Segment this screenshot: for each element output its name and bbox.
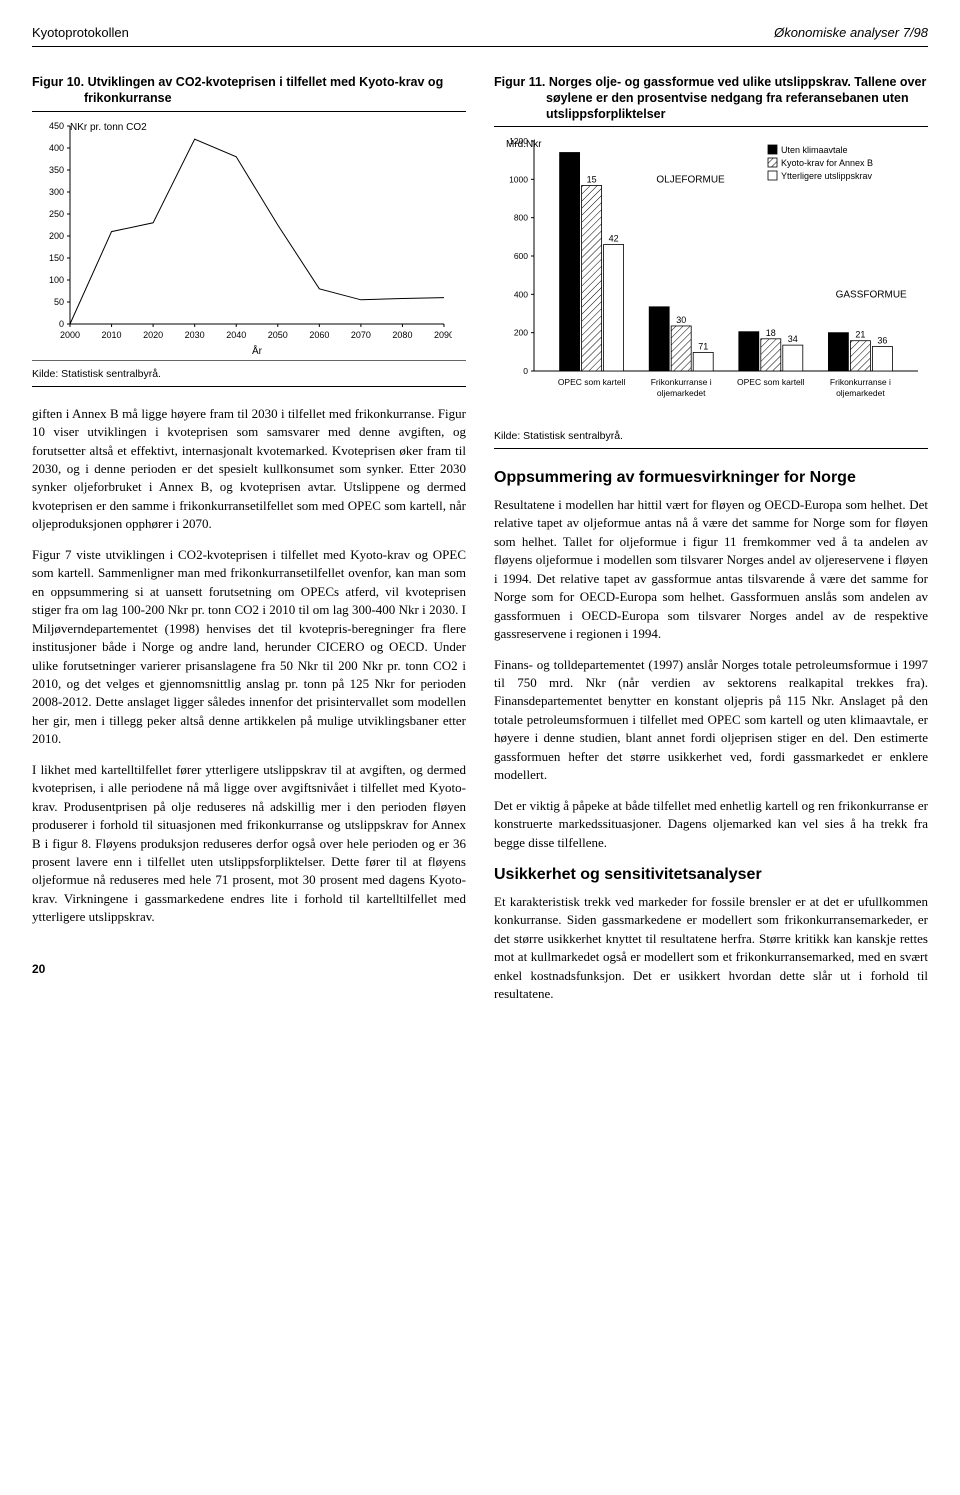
- section-heading: Oppsummering av formuesvirkninger for No…: [494, 467, 928, 490]
- section-heading: Usikkerhet og sensitivitetsanalyser: [494, 864, 928, 887]
- figure-11: Figur 11. Norges olje- og gassformue ved…: [494, 75, 928, 449]
- svg-text:200: 200: [49, 231, 64, 241]
- body-para: Et karakteristisk trekk ved markeder for…: [494, 893, 928, 1004]
- svg-text:oljemarkedet: oljemarkedet: [836, 388, 885, 398]
- svg-text:2090: 2090: [434, 330, 452, 340]
- svg-text:OPEC som kartell: OPEC som kartell: [558, 377, 626, 387]
- svg-text:450: 450: [49, 121, 64, 131]
- svg-text:Uten klimaavtale: Uten klimaavtale: [781, 145, 848, 155]
- svg-text:GASSFORMUE: GASSFORMUE: [836, 290, 907, 301]
- svg-text:Frikonkurranse i: Frikonkurranse i: [830, 377, 891, 387]
- svg-text:OPEC som kartell: OPEC som kartell: [737, 377, 805, 387]
- right-column: Figur 11. Norges olje- og gassformue ved…: [494, 75, 928, 1015]
- svg-text:2030: 2030: [185, 330, 205, 340]
- figure-11-end-rule: [494, 448, 928, 449]
- body-para: Det er viktig å påpeke at både tilfellet…: [494, 797, 928, 852]
- svg-text:71: 71: [698, 342, 708, 352]
- svg-text:15: 15: [587, 175, 597, 185]
- figure-10-caption: Figur 10. Utviklingen av CO2-kvoteprisen…: [32, 75, 466, 106]
- svg-text:350: 350: [49, 165, 64, 175]
- body-para: Figur 7 viste utviklingen i CO2-kvotepri…: [32, 546, 466, 749]
- svg-text:1200: 1200: [509, 136, 528, 146]
- figure-10-top-rule: [32, 111, 466, 112]
- figure-10-chart: NKr pr. tonn CO2 0 50 100 150 200 250 300 350 400…: [32, 118, 466, 358]
- svg-text:250: 250: [49, 209, 64, 219]
- figure-10-end-rule: [32, 386, 466, 387]
- figure-11-top-rule: [494, 126, 928, 127]
- left-column: Figur 10. Utviklingen av CO2-kvoteprisen…: [32, 75, 466, 1015]
- svg-text:30: 30: [676, 315, 686, 325]
- svg-text:2070: 2070: [351, 330, 371, 340]
- svg-text:År: År: [252, 344, 263, 357]
- svg-text:100: 100: [49, 275, 64, 285]
- svg-text:1000: 1000: [509, 175, 528, 185]
- svg-text:Frikonkurranse i: Frikonkurranse i: [651, 377, 712, 387]
- body-para: I likhet med kartelltilfellet fører ytte…: [32, 761, 466, 927]
- svg-text:600: 600: [514, 251, 528, 261]
- figure-11-source: Kilde: Statistisk sentralbyrå.: [494, 429, 928, 444]
- svg-text:OLJEFORMUE: OLJEFORMUE: [656, 175, 725, 186]
- svg-text:oljemarkedet: oljemarkedet: [657, 388, 706, 398]
- svg-text:50: 50: [54, 297, 64, 307]
- svg-text:42: 42: [609, 234, 619, 244]
- two-column-layout: Figur 10. Utviklingen av CO2-kvoteprisen…: [32, 75, 928, 1015]
- figure-11-chart: Mrd.Nkr0200400600800100012001542OPEC som…: [494, 133, 928, 423]
- svg-text:200: 200: [514, 328, 528, 338]
- svg-text:400: 400: [514, 290, 528, 300]
- figure-10-caption-text: Figur 10. Utviklingen av CO2-kvoteprisen…: [32, 75, 466, 106]
- figure-10-source: Kilde: Statistisk sentralbyrå.: [32, 367, 466, 382]
- svg-text:2050: 2050: [268, 330, 288, 340]
- svg-text:0: 0: [523, 366, 528, 376]
- svg-text:18: 18: [766, 328, 776, 338]
- svg-text:2000: 2000: [60, 330, 80, 340]
- body-para: Resultatene i modellen har hittil vært f…: [494, 496, 928, 644]
- svg-text:2040: 2040: [226, 330, 246, 340]
- svg-text:Kyoto-krav for Annex B: Kyoto-krav for Annex B: [781, 158, 873, 168]
- body-para: Finans- og tolldepartementet (1997) ansl…: [494, 656, 928, 785]
- page-number: 20: [32, 961, 466, 978]
- head-rule: [32, 46, 928, 47]
- figure-10-bottom-rule: [32, 360, 466, 361]
- running-head-left: Kyotoprotokollen: [32, 24, 129, 42]
- svg-text:300: 300: [49, 187, 64, 197]
- svg-text:800: 800: [514, 213, 528, 223]
- svg-text:21: 21: [855, 330, 865, 340]
- figure-11-caption: Figur 11. Norges olje- og gassformue ved…: [494, 75, 928, 122]
- svg-text:NKr pr. tonn CO2: NKr pr. tonn CO2: [70, 122, 147, 133]
- figure-10: Figur 10. Utviklingen av CO2-kvoteprisen…: [32, 75, 466, 386]
- svg-text:34: 34: [788, 334, 798, 344]
- body-para: giften i Annex B må ligge høyere fram ti…: [32, 405, 466, 534]
- running-head: Kyotoprotokollen Økonomiske analyser 7/9…: [32, 24, 928, 42]
- svg-text:2010: 2010: [102, 330, 122, 340]
- svg-text:36: 36: [877, 336, 887, 346]
- svg-text:2080: 2080: [392, 330, 412, 340]
- svg-text:150: 150: [49, 253, 64, 263]
- running-head-right: Økonomiske analyser 7/98: [774, 24, 928, 42]
- svg-text:2060: 2060: [309, 330, 329, 340]
- svg-text:Ytterligere utslippskrav: Ytterligere utslippskrav: [781, 171, 873, 181]
- svg-text:400: 400: [49, 143, 64, 153]
- svg-text:2020: 2020: [143, 330, 163, 340]
- svg-text:0: 0: [59, 319, 64, 329]
- figure-11-caption-text: Figur 11. Norges olje- og gassformue ved…: [494, 75, 928, 122]
- body-para-text: I likhet med kartelltilfellet fører ytte…: [32, 762, 466, 925]
